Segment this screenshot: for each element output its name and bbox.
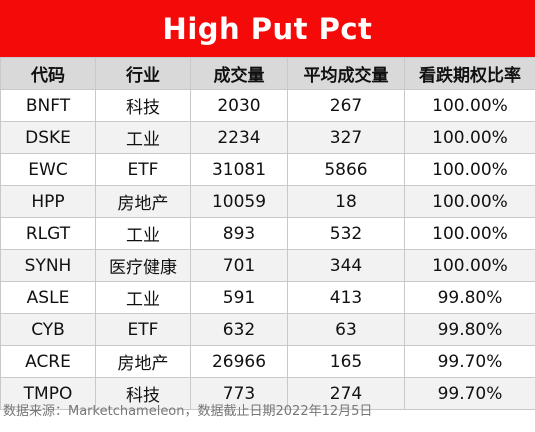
cell-volume: 632 — [190, 313, 288, 346]
cell-code: ACRE — [0, 345, 96, 378]
cell-code: EWC — [0, 153, 96, 186]
cell-avg-volume: 267 — [287, 89, 405, 122]
cell-code: CYB — [0, 313, 96, 346]
cell-code: SYNH — [0, 249, 96, 282]
column-header-avg-volume: 平均成交量 — [287, 57, 405, 90]
cell-code: RLGT — [0, 217, 96, 250]
table-row: RLGT 工业 893 532 100.00% — [0, 217, 535, 250]
table-row: ASLE 工业 591 413 99.80% — [0, 281, 535, 314]
table-row: CYB ETF 632 63 99.80% — [0, 313, 535, 346]
table-row: SYNH 医疗健康 701 344 100.00% — [0, 249, 535, 282]
cell-code: TMPO — [0, 377, 96, 410]
cell-avg-volume: 63 — [287, 313, 405, 346]
column-header-industry: 行业 — [95, 57, 191, 90]
table-row: ACRE 房地产 26966 165 99.70% — [0, 345, 535, 378]
column-header-put-pct: 看跌期权比率 — [404, 57, 535, 90]
cell-avg-volume: 18 — [287, 185, 405, 218]
cell-put-pct: 99.70% — [404, 345, 535, 378]
cell-industry: ETF — [95, 313, 191, 346]
cell-industry: 医疗健康 — [95, 249, 191, 282]
cell-volume: 10059 — [190, 185, 288, 218]
cell-code: DSKE — [0, 121, 96, 154]
cell-put-pct: 100.00% — [404, 121, 535, 154]
cell-volume: 26966 — [190, 345, 288, 378]
cell-volume: 2234 — [190, 121, 288, 154]
cell-avg-volume: 5866 — [287, 153, 405, 186]
table-title: High Put Pct — [0, 0, 535, 57]
cell-volume: 31081 — [190, 153, 288, 186]
cell-put-pct: 100.00% — [404, 185, 535, 218]
data-table: 代码 行业 成交量 平均成交量 看跌期权比率 BNFT 科技 2030 267 … — [0, 57, 535, 410]
source-footnote: 数据来源：Marketchameleon，数据截止日期2022年12月5日 — [3, 404, 373, 419]
cell-industry: 房地产 — [95, 345, 191, 378]
table-row: EWC ETF 31081 5866 100.00% — [0, 153, 535, 186]
cell-industry: 工业 — [95, 217, 191, 250]
cell-put-pct: 100.00% — [404, 153, 535, 186]
table-row: TMPO 科技 773 274 99.70% — [0, 377, 535, 410]
cell-put-pct: 99.80% — [404, 313, 535, 346]
cell-volume: 773 — [190, 377, 288, 410]
cell-industry: ETF — [95, 153, 191, 186]
cell-avg-volume: 327 — [287, 121, 405, 154]
cell-avg-volume: 413 — [287, 281, 405, 314]
cell-volume: 701 — [190, 249, 288, 282]
cell-avg-volume: 274 — [287, 377, 405, 410]
cell-put-pct: 99.80% — [404, 281, 535, 314]
column-header-volume: 成交量 — [190, 57, 288, 90]
column-header-code: 代码 — [0, 57, 96, 90]
table-row: DSKE 工业 2234 327 100.00% — [0, 121, 535, 154]
cell-put-pct: 100.00% — [404, 89, 535, 122]
cell-volume: 591 — [190, 281, 288, 314]
table-row: HPP 房地产 10059 18 100.00% — [0, 185, 535, 218]
cell-code: ASLE — [0, 281, 96, 314]
cell-avg-volume: 165 — [287, 345, 405, 378]
cell-code: BNFT — [0, 89, 96, 122]
cell-industry: 房地产 — [95, 185, 191, 218]
cell-volume: 2030 — [190, 89, 288, 122]
cell-put-pct: 100.00% — [404, 249, 535, 282]
cell-industry: 工业 — [95, 121, 191, 154]
header-row: 代码 行业 成交量 平均成交量 看跌期权比率 — [0, 57, 535, 90]
table-row: BNFT 科技 2030 267 100.00% — [0, 89, 535, 122]
cell-put-pct: 99.70% — [404, 377, 535, 410]
cell-volume: 893 — [190, 217, 288, 250]
cell-industry: 工业 — [95, 281, 191, 314]
cell-industry: 科技 — [95, 89, 191, 122]
cell-code: HPP — [0, 185, 96, 218]
cell-put-pct: 100.00% — [404, 217, 535, 250]
cell-avg-volume: 344 — [287, 249, 405, 282]
cell-avg-volume: 532 — [287, 217, 405, 250]
